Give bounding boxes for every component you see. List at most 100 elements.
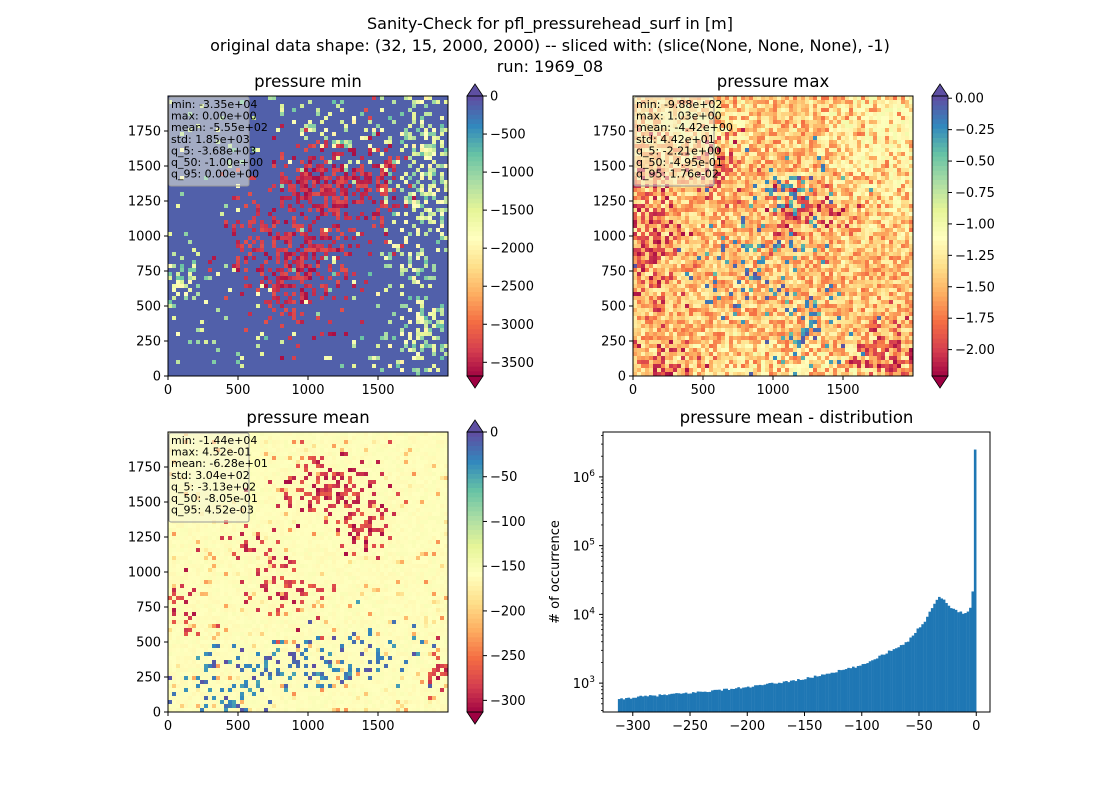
heatmap-cell — [372, 164, 377, 169]
heatmap-cell — [188, 272, 193, 277]
heatmap-cell — [216, 192, 221, 197]
heatmap-cell — [332, 260, 337, 265]
heatmap-cell — [428, 156, 433, 161]
heatmap-cell — [408, 160, 413, 165]
heatmap-cell — [320, 188, 325, 193]
heatmap-cell — [324, 140, 329, 145]
heatmap-cell — [320, 316, 325, 321]
heatmap-cell — [200, 336, 205, 341]
heatmap-cell — [420, 316, 425, 321]
heatmap-cell — [256, 340, 261, 345]
heatmap-cell — [392, 108, 397, 113]
heatmap-cell — [308, 180, 313, 185]
heatmap-cell — [244, 220, 249, 225]
heatmap-cell — [296, 276, 301, 281]
heatmap-cell — [248, 292, 253, 297]
heatmap-cell — [384, 112, 389, 117]
heatmap-cell — [372, 304, 377, 309]
heatmap-cell — [328, 224, 333, 229]
heatmap-cell — [288, 364, 293, 369]
heatmap-cell — [264, 200, 269, 205]
heatmap-cell — [376, 264, 381, 269]
heatmap-cell — [316, 100, 321, 105]
heatmap-cell — [432, 316, 437, 321]
heatmap-cell — [432, 108, 437, 113]
heatmap-cell — [320, 292, 325, 297]
heatmap-cell — [236, 368, 241, 373]
heatmap-cell — [384, 224, 389, 229]
heatmap-cell — [328, 192, 333, 197]
heatmap-cell — [200, 212, 205, 217]
heatmap-cell — [236, 220, 241, 225]
heatmap-cell — [276, 300, 281, 305]
heatmap-cell — [416, 128, 421, 133]
heatmap-cell — [344, 348, 349, 353]
heatmap-cell — [440, 324, 445, 329]
heatmap-cell — [444, 360, 449, 365]
heatmap-cell — [268, 128, 273, 133]
heatmap-cell — [260, 100, 265, 105]
heatmap-cell — [348, 172, 353, 177]
heatmap-cell — [400, 228, 405, 233]
heatmap-cell — [348, 260, 353, 265]
heatmap-cell — [212, 232, 217, 237]
heatmap-cell — [352, 296, 357, 301]
heatmap-cell — [388, 128, 393, 133]
heatmap-cell — [352, 332, 357, 337]
heatmap-cell — [368, 124, 373, 129]
heatmap-cell — [332, 304, 337, 309]
heatmap-cell — [416, 256, 421, 261]
heatmap-cell — [408, 308, 413, 313]
heatmap-cell — [428, 144, 433, 149]
heatmap-cell — [436, 124, 441, 129]
heatmap-cell — [356, 336, 361, 341]
heatmap-cell — [200, 232, 205, 237]
heatmap-cell — [384, 296, 389, 301]
heatmap-cell — [344, 284, 349, 289]
heatmap-cell — [424, 220, 429, 225]
heatmap-cell — [412, 224, 417, 229]
heatmap-cell — [444, 264, 449, 269]
heatmap-cell — [232, 328, 237, 333]
heatmap-cell — [276, 280, 281, 285]
heatmap-cell — [300, 316, 305, 321]
heatmap-cell — [428, 232, 433, 237]
heatmap-cell — [432, 260, 437, 265]
heatmap-cell — [240, 276, 245, 281]
heatmap-cell — [208, 296, 213, 301]
heatmap-cell — [240, 212, 245, 217]
heatmap-cell — [292, 212, 297, 217]
heatmap-cell — [396, 156, 401, 161]
heatmap-cell — [392, 148, 397, 153]
heatmap-cell — [420, 116, 425, 121]
heatmap-cell — [268, 108, 273, 113]
heatmap-cell — [252, 196, 257, 201]
heatmap-cell — [272, 344, 277, 349]
heatmap-cell — [248, 332, 253, 337]
heatmap-cell — [360, 140, 365, 145]
heatmap-cell — [252, 152, 257, 157]
heatmap-cell — [336, 128, 341, 133]
heatmap-cell — [216, 272, 221, 277]
heatmap-cell — [176, 276, 181, 281]
heatmap-cell — [268, 232, 273, 237]
heatmap-cell — [412, 364, 417, 369]
heatmap-cell — [372, 292, 377, 297]
heatmap-cell — [420, 260, 425, 265]
heatmap-cell — [380, 96, 385, 101]
x-tick-label: 0 — [164, 383, 172, 398]
heatmap-cell — [248, 248, 253, 253]
heatmap-cell — [404, 224, 409, 229]
heatmap-cell — [220, 256, 225, 261]
heatmap-cell — [192, 244, 197, 249]
heatmap-cell — [340, 140, 345, 145]
heatmap-cell — [440, 204, 445, 209]
heatmap-cell — [372, 276, 377, 281]
heatmap-cell — [192, 220, 197, 225]
heatmap-cell — [228, 304, 233, 309]
heatmap-cell — [280, 144, 285, 149]
heatmap-cell — [272, 176, 277, 181]
heatmap-cell — [180, 264, 185, 269]
heatmap-cell — [184, 336, 189, 341]
heatmap-cell — [204, 352, 209, 357]
